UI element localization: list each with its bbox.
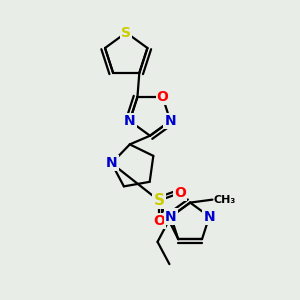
Text: N: N bbox=[124, 114, 136, 128]
Text: N: N bbox=[164, 114, 176, 128]
Text: CH₃: CH₃ bbox=[214, 195, 236, 205]
Text: S: S bbox=[121, 26, 131, 40]
Text: S: S bbox=[153, 193, 164, 208]
Text: O: O bbox=[153, 214, 165, 228]
Text: N: N bbox=[165, 210, 177, 224]
Text: N: N bbox=[203, 210, 215, 224]
Text: N: N bbox=[106, 156, 117, 170]
Text: O: O bbox=[157, 90, 169, 104]
Text: O: O bbox=[174, 186, 186, 200]
